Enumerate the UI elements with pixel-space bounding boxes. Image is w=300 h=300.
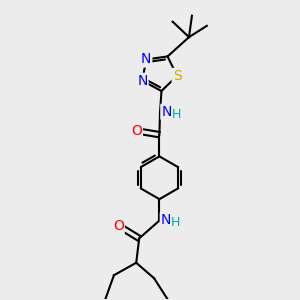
Text: O: O bbox=[113, 219, 124, 233]
Text: N: N bbox=[161, 105, 172, 119]
Text: O: O bbox=[131, 124, 142, 138]
Text: H: H bbox=[171, 216, 180, 230]
Text: N: N bbox=[141, 52, 151, 67]
Text: N: N bbox=[161, 213, 171, 227]
Text: S: S bbox=[173, 69, 182, 83]
Text: H: H bbox=[172, 108, 181, 121]
Text: N: N bbox=[137, 74, 148, 88]
